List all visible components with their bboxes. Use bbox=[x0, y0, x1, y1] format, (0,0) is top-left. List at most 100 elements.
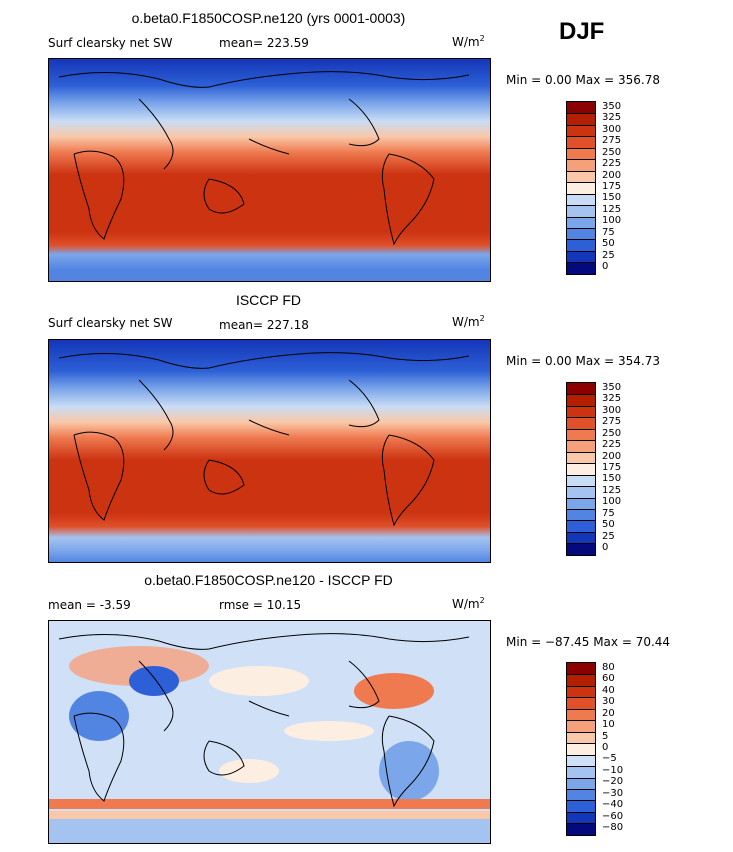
colorbar-swatch bbox=[567, 531, 595, 544]
colorbar-swatch bbox=[567, 250, 595, 263]
colorbar-swatch bbox=[567, 463, 595, 475]
colorbar-swatch bbox=[567, 777, 595, 789]
panel2-mean-label: mean= 227.18 bbox=[219, 318, 309, 332]
colorbar-tick-label: 100 bbox=[602, 215, 622, 227]
colorbar-tick-label: 0 bbox=[602, 742, 609, 753]
colorbar-swatch bbox=[567, 731, 595, 744]
colorbar-swatch bbox=[567, 239, 595, 251]
colorbar-tick-label: 30 bbox=[602, 696, 615, 708]
panel1-mean-label: mean= 223.59 bbox=[219, 36, 309, 50]
colorbar-tick-label: 40 bbox=[602, 684, 615, 696]
colorbar-tick-label: 350 bbox=[602, 100, 622, 112]
colorbar-swatch bbox=[567, 474, 595, 487]
colorbar-tick-label: −80 bbox=[602, 822, 624, 834]
colorbar-swatch bbox=[567, 697, 595, 709]
colorbar-swatch bbox=[567, 743, 595, 755]
colorbar-tick-label: 5 bbox=[602, 730, 609, 742]
panel1-variable-label: Surf clearsky net SW bbox=[48, 36, 173, 50]
panel2-map bbox=[48, 339, 491, 563]
colorbar-swatch bbox=[567, 451, 595, 464]
colorbar-swatch bbox=[567, 543, 595, 555]
colorbar-swatch bbox=[567, 417, 595, 429]
colorbar-swatch bbox=[567, 685, 595, 698]
colorbar-tick-label: 75 bbox=[602, 226, 615, 238]
colorbar-tick-label: 25 bbox=[602, 249, 615, 261]
panel1-title: o.beta0.F1850COSP.ne120 (yrs 0001-0003) bbox=[131, 10, 406, 26]
colorbar-tick-label: 125 bbox=[602, 484, 622, 496]
colorbar-swatch bbox=[567, 170, 595, 183]
colorbar-tick-label: 275 bbox=[602, 416, 622, 428]
colorbar-tick-label: 275 bbox=[602, 135, 622, 147]
colorbar-tick-label: 325 bbox=[602, 393, 622, 405]
colorbar-tick-label: 10 bbox=[602, 719, 615, 731]
colorbar-swatch bbox=[567, 663, 595, 675]
colorbar-swatch bbox=[567, 788, 595, 801]
colorbar-swatch bbox=[567, 102, 595, 114]
colorbar-swatch bbox=[567, 708, 595, 721]
colorbar-swatch bbox=[567, 262, 595, 274]
colorbar-tick-label: 0 bbox=[602, 542, 609, 554]
panel3-coastlines bbox=[58, 633, 470, 808]
panel3-map bbox=[48, 620, 491, 844]
colorbar-swatch bbox=[567, 508, 595, 521]
colorbar-tick-label: 20 bbox=[602, 707, 615, 719]
colorbar-tick-label: 125 bbox=[602, 203, 622, 215]
panel1-colorbar bbox=[566, 101, 596, 275]
colorbar-tick-label: −30 bbox=[602, 787, 624, 799]
colorbar-swatch bbox=[567, 486, 595, 498]
season-label: DJF bbox=[559, 18, 605, 45]
panel2-minmax: Min = 0.00 Max = 354.73 bbox=[506, 354, 660, 368]
panel3-rmse-label: rmse = 10.15 bbox=[219, 598, 302, 612]
panel2-units: W/m2 bbox=[452, 314, 485, 329]
panel2-colorbar bbox=[566, 382, 596, 556]
colorbar-swatch bbox=[567, 428, 595, 441]
panel1-units: W/m2 bbox=[452, 34, 485, 49]
colorbar-swatch bbox=[567, 754, 595, 767]
colorbar-tick-label: 300 bbox=[602, 404, 622, 416]
colorbar-swatch bbox=[567, 193, 595, 206]
colorbar-swatch bbox=[567, 520, 595, 532]
colorbar-tick-label: −5 bbox=[602, 753, 617, 765]
colorbar-tick-label: 50 bbox=[602, 519, 615, 531]
colorbar-tick-label: −10 bbox=[602, 764, 624, 776]
panel1-coastlines bbox=[58, 71, 470, 246]
colorbar-tick-label: 175 bbox=[602, 181, 622, 192]
colorbar-swatch bbox=[567, 182, 595, 194]
colorbar-swatch bbox=[567, 394, 595, 406]
colorbar-swatch bbox=[567, 216, 595, 228]
colorbar-tick-label: −40 bbox=[602, 799, 624, 811]
panel1-map bbox=[48, 58, 491, 282]
colorbar-swatch bbox=[567, 766, 595, 778]
panel3-mean-label: mean = -3.59 bbox=[48, 598, 131, 612]
colorbar-swatch bbox=[567, 440, 595, 452]
colorbar-swatch bbox=[567, 405, 595, 418]
colorbar-tick-label: 150 bbox=[602, 473, 622, 485]
colorbar-swatch bbox=[567, 800, 595, 812]
colorbar-tick-label: 325 bbox=[602, 112, 622, 124]
colorbar-swatch bbox=[567, 720, 595, 732]
colorbar-tick-label: 0 bbox=[602, 261, 609, 273]
colorbar-tick-label: −20 bbox=[602, 776, 624, 788]
colorbar-swatch bbox=[567, 159, 595, 171]
colorbar-swatch bbox=[567, 124, 595, 137]
panel1-minmax: Min = 0.00 Max = 356.78 bbox=[506, 73, 660, 87]
colorbar-tick-label: 225 bbox=[602, 439, 622, 451]
panel2-variable-label: Surf clearsky net SW bbox=[48, 316, 173, 330]
colorbar-tick-label: 60 bbox=[602, 673, 615, 685]
colorbar-tick-label: 300 bbox=[602, 123, 622, 135]
colorbar-swatch bbox=[567, 823, 595, 835]
colorbar-swatch bbox=[567, 674, 595, 686]
colorbar-swatch bbox=[567, 811, 595, 824]
colorbar-tick-label: 350 bbox=[602, 381, 622, 393]
colorbar-tick-label: 150 bbox=[602, 192, 622, 204]
panel3-title: o.beta0.F1850COSP.ne120 - ISCCP FD bbox=[144, 572, 393, 588]
colorbar-tick-label: 80 bbox=[602, 661, 615, 673]
colorbar-swatch bbox=[567, 497, 595, 509]
colorbar-swatch bbox=[567, 205, 595, 217]
panel2-map-svg bbox=[49, 340, 490, 562]
panel3-difference-blobs bbox=[49, 646, 490, 843]
colorbar-swatch bbox=[567, 147, 595, 160]
panel3-colorbar bbox=[566, 662, 596, 836]
panel2-title: ISCCP FD bbox=[235, 292, 302, 308]
panel3-units: W/m2 bbox=[452, 596, 485, 611]
